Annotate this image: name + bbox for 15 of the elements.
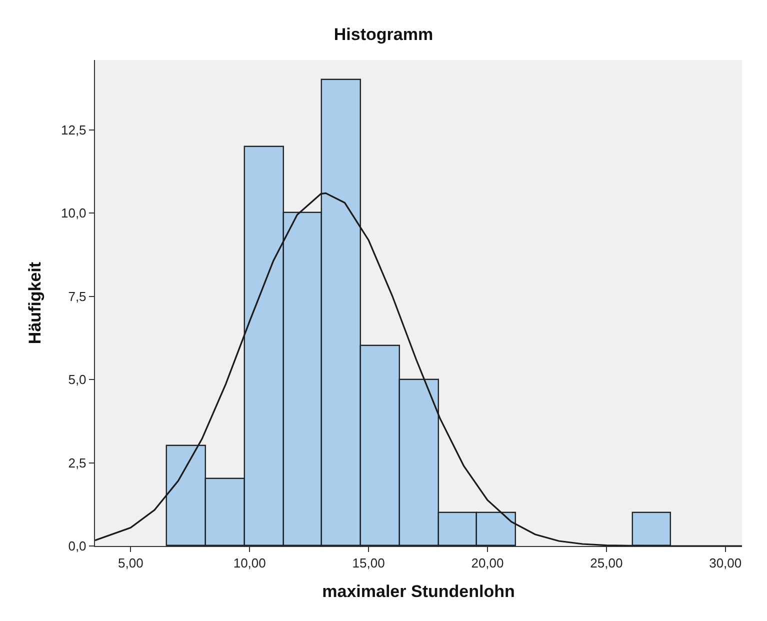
x-tick-label: 25,00 — [590, 556, 623, 571]
x-tick-label: 20,00 — [471, 556, 504, 571]
y-tick-label: 5,0 — [68, 372, 86, 388]
y-tick-label: 0,0 — [68, 538, 86, 554]
x-axis-title: maximaler Stundenlohn — [322, 582, 515, 602]
x-tick-label: 30,00 — [709, 556, 742, 571]
y-axis-title: Häufigkeit — [26, 262, 45, 344]
x-tick-label: 15,00 — [352, 556, 385, 571]
y-tick-label: 7,5 — [68, 288, 86, 304]
y-tick-label: 2,5 — [68, 455, 86, 470]
y-tick-label: 10,0 — [60, 206, 86, 221]
x-tick-label: 5,00 — [118, 556, 144, 571]
y-tick-label: 12,5 — [60, 122, 86, 138]
x-tick-label: 10,00 — [233, 556, 266, 571]
chart-title: Histogramm — [334, 24, 434, 44]
